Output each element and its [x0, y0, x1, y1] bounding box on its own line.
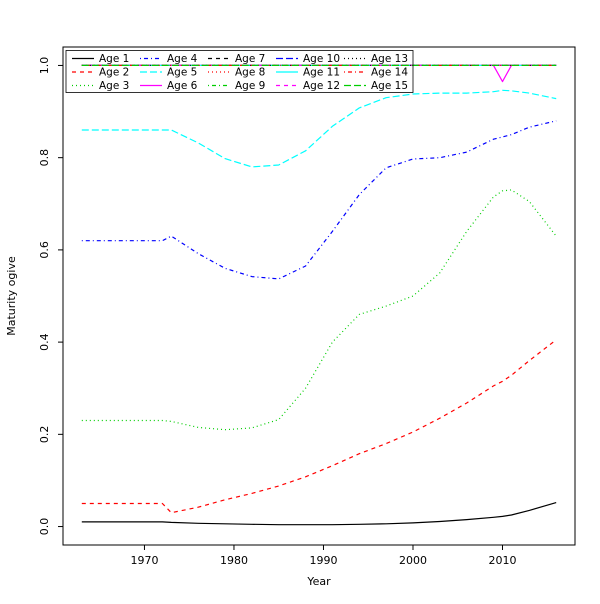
- x-tick-label: 2000: [399, 554, 427, 567]
- y-axis-title: Maturity ogive: [5, 256, 18, 336]
- series-line-age-4: [81, 120, 557, 280]
- legend-label-age-1: Age 1: [99, 53, 129, 65]
- y-tick-label: 0.2: [38, 426, 51, 444]
- series-line-age-5: [81, 89, 557, 168]
- x-tick-label: 2010: [488, 554, 516, 567]
- x-axis-title: Year: [306, 575, 331, 588]
- y-tick-label: 0.0: [38, 518, 51, 536]
- legend-label-age-8: Age 8: [235, 67, 265, 79]
- legend-label-age-6: Age 6: [167, 80, 198, 92]
- legend-label-age-3: Age 3: [99, 80, 129, 92]
- x-tick-label: 1980: [220, 554, 248, 567]
- legend-label-age-2: Age 2: [99, 67, 129, 79]
- legend-label-age-4: Age 4: [167, 53, 198, 65]
- legend-label-age-11: Age 11: [303, 67, 340, 79]
- legend-label-age-14: Age 14: [371, 67, 408, 79]
- y-tick-label: 0.6: [38, 241, 51, 259]
- legend-label-age-10: Age 10: [303, 53, 340, 65]
- legend-label-age-15: Age 15: [371, 80, 408, 92]
- legend-label-age-12: Age 12: [303, 80, 340, 92]
- x-tick-label: 1990: [309, 554, 337, 567]
- legend-label-age-13: Age 13: [371, 53, 408, 65]
- y-tick-label: 0.8: [38, 149, 51, 167]
- legend-label-age-7: Age 7: [235, 53, 265, 65]
- legend-box: [65, 50, 414, 93]
- legend-label-age-9: Age 9: [235, 80, 265, 92]
- x-tick-label: 1970: [130, 554, 158, 567]
- series-line-age-2: [81, 339, 557, 514]
- y-tick-label: 0.4: [38, 333, 51, 351]
- plot-box: [62, 46, 576, 546]
- series-line-age-1: [81, 502, 557, 526]
- series-line-age-3: [81, 189, 557, 431]
- legend-label-age-5: Age 5: [167, 67, 197, 79]
- y-tick-label: 1.0: [38, 57, 51, 75]
